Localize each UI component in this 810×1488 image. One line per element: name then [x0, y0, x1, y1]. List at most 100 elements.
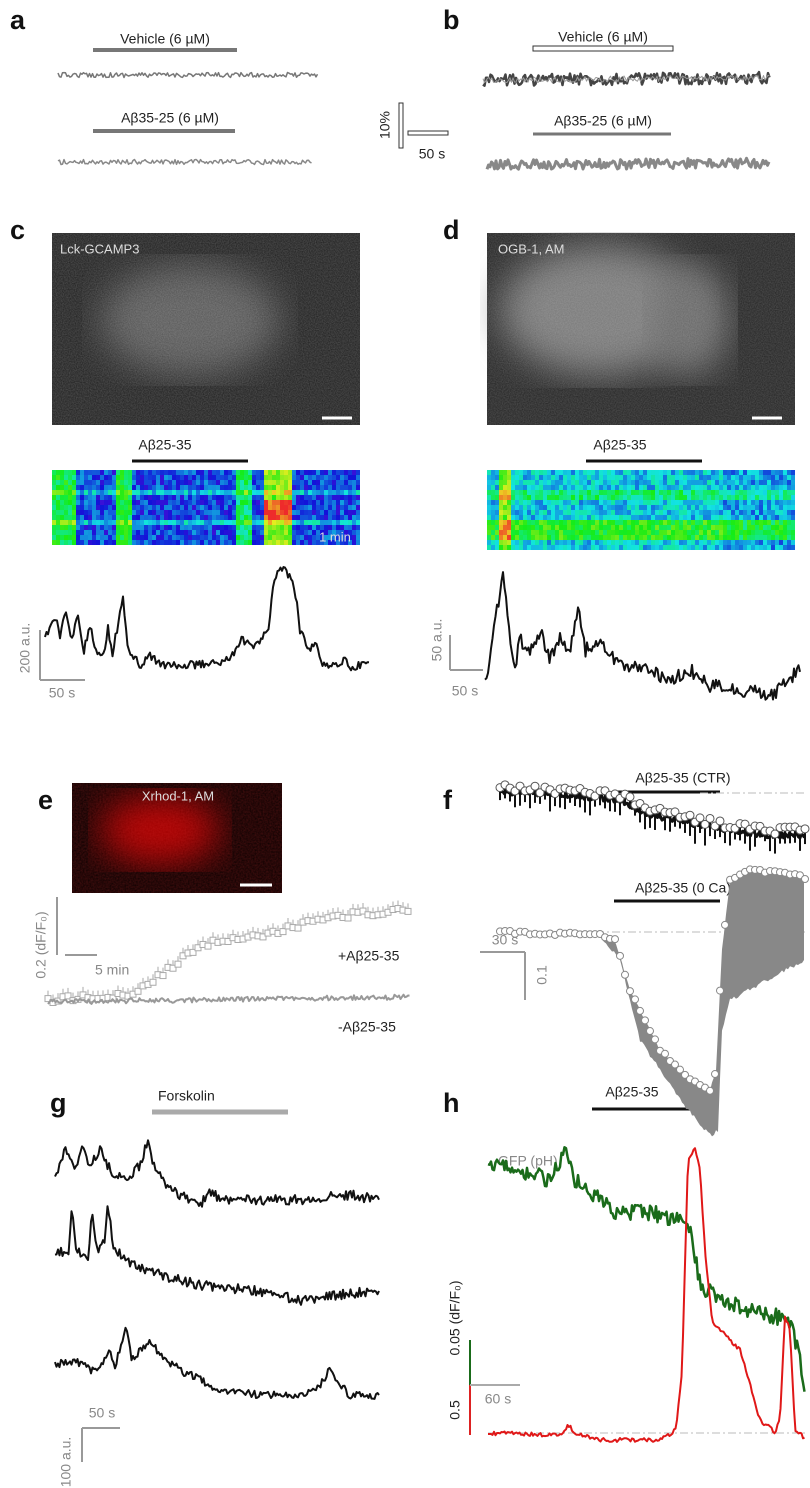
heatmap-cell [767, 505, 771, 510]
heatmap-cell [236, 470, 240, 475]
heatmap-cell [531, 525, 535, 530]
heatmap-cell [623, 470, 627, 475]
heatmap-cell [723, 500, 727, 505]
heatmap-cell [635, 475, 639, 480]
heatmap-cell [743, 520, 747, 525]
heatmap-cell [308, 480, 312, 485]
heatmap-cell [176, 505, 180, 510]
heatmap-cell [543, 545, 547, 550]
heatmap-cell [691, 530, 695, 535]
heatmap-cell [667, 475, 671, 480]
heatmap-cell [523, 540, 527, 545]
heatmap-cell [595, 520, 599, 525]
heatmap-cell [320, 535, 324, 540]
heatmap-cell [244, 470, 248, 475]
heatmap-cell [559, 520, 563, 525]
heatmap-cell [220, 540, 224, 545]
heatmap-cell [160, 505, 164, 510]
heatmap-cell [719, 510, 723, 515]
heatmap-cell [671, 535, 675, 540]
label: Aβ35-25 (6 µM) [121, 110, 219, 126]
heatmap-cell [200, 535, 204, 540]
heatmap-cell [555, 470, 559, 475]
heatmap-cell [583, 495, 587, 500]
heatmap-cell [491, 530, 495, 535]
heatmap-cell [779, 505, 783, 510]
heatmap-cell [763, 485, 767, 490]
trace [485, 156, 771, 171]
heatmap-cell [344, 495, 348, 500]
scale-label: 50 s [419, 146, 445, 162]
heatmap-cell [755, 505, 759, 510]
heatmap-cell [56, 505, 60, 510]
heatmap-cell [328, 500, 332, 505]
heatmap-cell [759, 510, 763, 515]
heatmap-cell [244, 505, 248, 510]
heatmap-cell [268, 485, 272, 490]
heatmap-cell [715, 540, 719, 545]
heatmap-cell [140, 495, 144, 500]
heatmap-cell [627, 540, 631, 545]
heatmap-cell [324, 500, 328, 505]
heatmap-cell [224, 490, 228, 495]
heatmap-cell [651, 475, 655, 480]
heatmap-cell [771, 485, 775, 490]
heatmap-cell [136, 470, 140, 475]
heatmap-cell [240, 520, 244, 525]
heatmap-cell [176, 485, 180, 490]
heatmap-cell [715, 520, 719, 525]
heatmap-cell [507, 540, 511, 545]
heatmap-cell [623, 500, 627, 505]
heatmap-cell [144, 525, 148, 530]
heatmap-cell [236, 500, 240, 505]
heatmap-cell [683, 485, 687, 490]
heatmap-cell [727, 505, 731, 510]
heatmap-cell [316, 490, 320, 495]
trace-label: -Aβ25-35 [338, 1019, 396, 1035]
heatmap-cell [68, 475, 72, 480]
heatmap-cell [244, 485, 248, 490]
heatmap-cell [659, 480, 663, 485]
heatmap-cell [791, 515, 795, 520]
heatmap-cell [144, 520, 148, 525]
heatmap-cell [759, 540, 763, 545]
heatmap-cell [731, 535, 735, 540]
heatmap-cell [76, 525, 80, 530]
heatmap-cell [316, 530, 320, 535]
heatmap-cell [767, 515, 771, 520]
heatmap-cell [735, 530, 739, 535]
heatmap-cell [663, 475, 667, 480]
heatmap-cell [547, 545, 551, 550]
heatmap-cell [324, 520, 328, 525]
heatmap-cell [116, 480, 120, 485]
heatmap-cell [791, 545, 795, 550]
image-label: Lck-GCAMP3 [60, 241, 139, 256]
heatmap-cell [136, 515, 140, 520]
heatmap-cell [348, 475, 352, 480]
heatmap-cell [144, 490, 148, 495]
heatmap-cell [731, 520, 735, 525]
heatmap-cell [268, 505, 272, 510]
heatmap-cell [711, 520, 715, 525]
heatmap-cell [491, 545, 495, 550]
heatmap-cell [755, 470, 759, 475]
heatmap-cell [499, 470, 503, 475]
heatmap-cell [352, 495, 356, 500]
heatmap-cell [248, 500, 252, 505]
heatmap-cell [635, 485, 639, 490]
heatmap-cell [519, 515, 523, 520]
heatmap-cell [116, 475, 120, 480]
heatmap-cell [120, 480, 124, 485]
heatmap-cell [579, 525, 583, 530]
heatmap-cell [695, 510, 699, 515]
heatmap-cell [192, 505, 196, 510]
heatmap-cell [304, 490, 308, 495]
heatmap-cell [180, 520, 184, 525]
heatmap-cell [775, 500, 779, 505]
heatmap-cell [515, 470, 519, 475]
heatmap-cell [687, 485, 691, 490]
heatmap-cell [611, 525, 615, 530]
heatmap-cell [511, 520, 515, 525]
heatmap-cell [224, 495, 228, 500]
heatmap-cell [599, 495, 603, 500]
